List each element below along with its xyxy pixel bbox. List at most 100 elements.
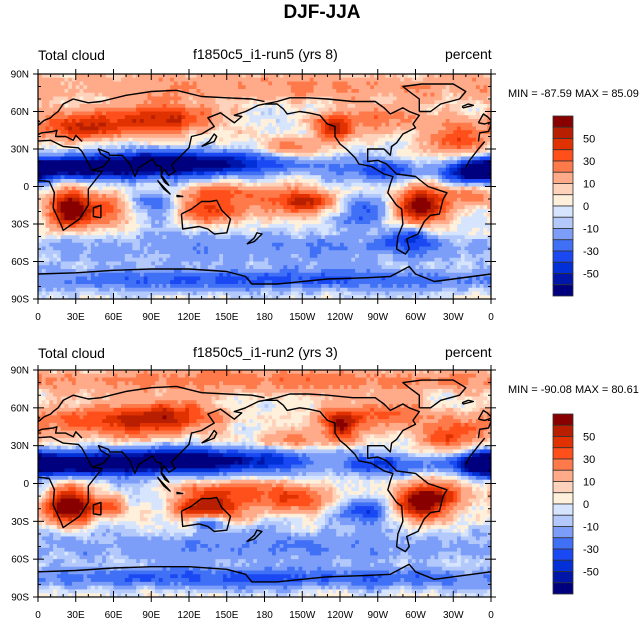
heatmap-cell — [370, 115, 375, 120]
heatmap-cell — [113, 119, 118, 124]
heatmap-cell — [294, 164, 300, 169]
heatmap-cell — [400, 201, 405, 206]
heatmap-cell — [283, 115, 288, 120]
heatmap-cell — [109, 115, 115, 120]
heatmap-cell — [105, 134, 111, 139]
heatmap-cell — [151, 227, 156, 233]
heatmap-cell — [268, 122, 273, 128]
heatmap-cell — [475, 212, 481, 218]
heatmap-cell — [253, 201, 258, 206]
heatmap-cell — [343, 122, 349, 128]
heatmap-cell — [373, 224, 379, 229]
heatmap-cell — [249, 119, 254, 124]
heatmap-cell — [75, 164, 81, 169]
heatmap-cell — [196, 77, 201, 83]
heatmap-cell — [449, 134, 454, 139]
heatmap-cell — [460, 85, 466, 90]
heatmap-cell — [377, 107, 383, 113]
heatmap-cell — [128, 171, 133, 176]
heatmap-cell — [302, 186, 307, 191]
heatmap-cell — [189, 186, 194, 191]
heatmap-cell — [185, 126, 190, 131]
heatmap-cell — [415, 149, 420, 154]
heatmap-cell — [366, 179, 371, 184]
heatmap-cell — [45, 171, 50, 176]
heatmap-cell — [475, 104, 481, 109]
heatmap-cell — [438, 212, 443, 218]
heatmap-cell — [370, 175, 375, 180]
heatmap-cell — [204, 122, 209, 128]
heatmap-cell — [336, 182, 341, 188]
heatmap-cell — [272, 194, 277, 199]
heatmap-cell — [177, 111, 183, 116]
heatmap-cell — [173, 111, 179, 116]
heatmap-cell — [389, 96, 394, 101]
heatmap-cell — [222, 164, 228, 169]
heatmap-cell — [321, 145, 326, 150]
heatmap-cell — [68, 182, 73, 188]
heatmap-cell — [464, 209, 469, 214]
heatmap-cell — [460, 220, 466, 225]
heatmap-cell — [192, 171, 198, 176]
heatmap-cell — [275, 122, 281, 128]
heatmap-cell — [200, 77, 205, 83]
heatmap-cell — [204, 220, 209, 225]
heatmap-cell — [306, 92, 311, 98]
heatmap-cell — [411, 152, 417, 158]
heatmap-cell — [441, 134, 447, 139]
heatmap-cell — [226, 216, 232, 221]
heatmap-cell — [272, 197, 277, 203]
heatmap-cell — [445, 179, 451, 184]
heatmap-cell — [256, 167, 262, 173]
heatmap-cell — [347, 182, 352, 188]
heatmap-cell — [268, 182, 273, 188]
heatmap-cell — [60, 156, 66, 161]
heatmap-cell — [487, 194, 491, 199]
heatmap-cell — [234, 164, 239, 169]
heatmap-cell — [283, 145, 288, 150]
heatmap-cell — [407, 201, 413, 206]
heatmap-cell — [487, 100, 491, 105]
map-svg: 0 30E 60E 90E 120E 150E 180 150W 120W 90W 60W 30W 09… — [11, 69, 599, 323]
heatmap-cell — [347, 111, 352, 116]
heatmap-cell — [166, 216, 171, 221]
heatmap-cell — [204, 160, 209, 165]
heatmap-cell — [419, 85, 424, 90]
heatmap-cell — [328, 77, 334, 83]
heatmap-cell — [441, 179, 447, 184]
heatmap-cell — [385, 160, 390, 165]
heatmap-cell — [189, 212, 194, 218]
heatmap-cell — [460, 156, 466, 161]
heatmap-cell — [457, 167, 462, 173]
heatmap-cell — [392, 119, 398, 124]
heatmap-cell — [102, 92, 107, 98]
heatmap-cell — [336, 115, 341, 120]
heatmap-cell — [181, 134, 186, 139]
heatmap-cell — [400, 152, 405, 158]
heatmap-cell — [407, 74, 413, 79]
heatmap-cell — [460, 224, 466, 229]
heatmap-cell — [230, 149, 235, 154]
heatmap-cell — [71, 122, 77, 128]
heatmap-cell — [219, 130, 224, 135]
heatmap-cell — [192, 96, 198, 101]
heatmap-cell — [192, 74, 198, 79]
heatmap-cell — [336, 100, 341, 105]
heatmap-cell — [49, 104, 54, 109]
heatmap-cell — [340, 100, 345, 105]
heatmap-cell — [366, 81, 371, 86]
heatmap-cell — [256, 104, 262, 109]
heatmap-cell — [117, 167, 122, 173]
heatmap-cell — [192, 149, 198, 154]
heatmap-cell — [143, 107, 149, 113]
heatmap-cell — [419, 134, 424, 139]
heatmap-cell — [377, 74, 383, 79]
heatmap-cell — [207, 100, 213, 105]
heatmap-cell — [71, 149, 77, 154]
heatmap-cell — [475, 164, 481, 169]
heatmap-cell — [90, 122, 96, 128]
heatmap-cell — [487, 104, 491, 109]
heatmap-cell — [430, 197, 435, 203]
heatmap-cell — [158, 126, 164, 131]
heatmap-cell — [385, 115, 390, 120]
